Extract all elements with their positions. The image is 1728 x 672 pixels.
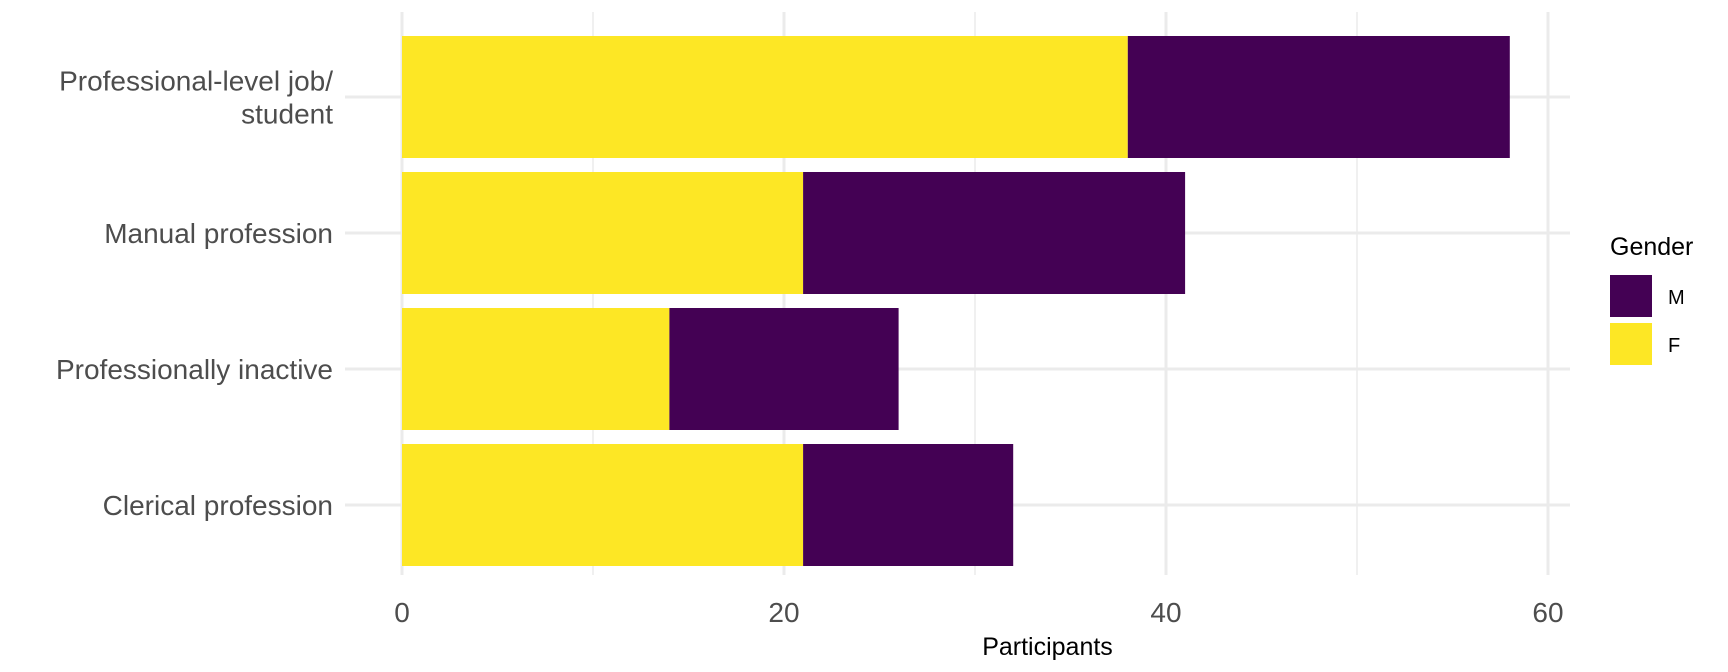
- y-axis-tick-labels: Professional-level job/student Manual pro…: [56, 66, 333, 522]
- bar-f-2: [402, 308, 670, 430]
- bar-f-3: [402, 444, 804, 566]
- y-tick-label: Clerical profession: [103, 490, 333, 521]
- bar-m-3: [803, 444, 1014, 566]
- bar-m-0: [1127, 36, 1510, 158]
- x-tick-label: 60: [1532, 597, 1563, 628]
- legend-swatch-m: [1610, 275, 1652, 317]
- legend-swatch-f: [1610, 323, 1652, 365]
- x-tick-label: 40: [1150, 597, 1181, 628]
- bar-f-0: [402, 36, 1128, 158]
- x-tick-label: 0: [394, 597, 410, 628]
- y-tick-label: student: [241, 99, 333, 130]
- x-axis-tick-labels: 0 20 40 60: [394, 597, 1563, 628]
- bar-m-2: [669, 308, 899, 430]
- legend-label-m: M: [1668, 287, 1685, 309]
- x-axis-title: Participants: [982, 633, 1113, 661]
- legend: Gender M F: [1610, 233, 1693, 365]
- bars: [402, 36, 1510, 566]
- y-tick-label: Professionally inactive: [56, 354, 333, 385]
- x-tick-label: 20: [768, 597, 799, 628]
- legend-title: Gender: [1610, 233, 1693, 261]
- y-tick-label: Manual profession: [104, 218, 333, 249]
- bar-f-1: [402, 172, 804, 294]
- y-tick-label: Professional-level job/: [59, 66, 333, 97]
- legend-label-f: F: [1668, 335, 1680, 357]
- bar-m-1: [803, 172, 1186, 294]
